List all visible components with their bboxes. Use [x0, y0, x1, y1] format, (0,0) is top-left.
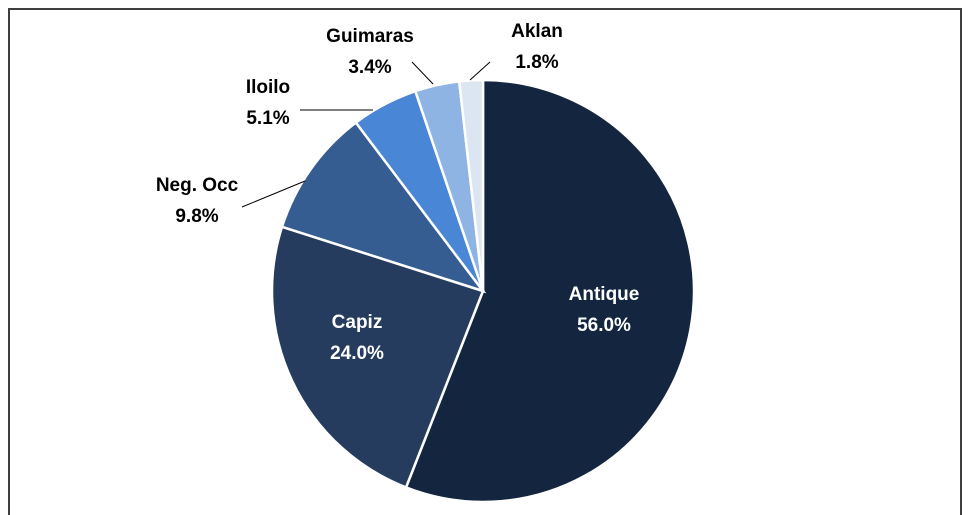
slice-label: Capiz	[332, 312, 383, 333]
leader-line	[411, 61, 434, 85]
slice-label: Neg. Occ	[156, 175, 239, 196]
pie-slice	[457, 78, 485, 292]
slice-value-label: 9.8%	[175, 206, 218, 227]
pie-slice	[280, 120, 487, 294]
slice-label: Aklan	[511, 21, 563, 42]
slice-value-label: 56.0%	[577, 315, 631, 336]
leader-line	[241, 180, 306, 208]
leader-line	[469, 61, 491, 81]
slice-label: Guimaras	[326, 26, 414, 47]
pie-slice	[404, 78, 696, 504]
slice-value-label: 1.8%	[515, 52, 558, 73]
slice-value-label: 3.4%	[348, 57, 391, 78]
slice-label: Antique	[569, 284, 640, 305]
slice-label: Iloilo	[246, 77, 290, 98]
slice-value-label: 5.1%	[246, 108, 289, 129]
slice-value-label: 24.0%	[330, 343, 384, 364]
pie-slice	[270, 225, 485, 490]
